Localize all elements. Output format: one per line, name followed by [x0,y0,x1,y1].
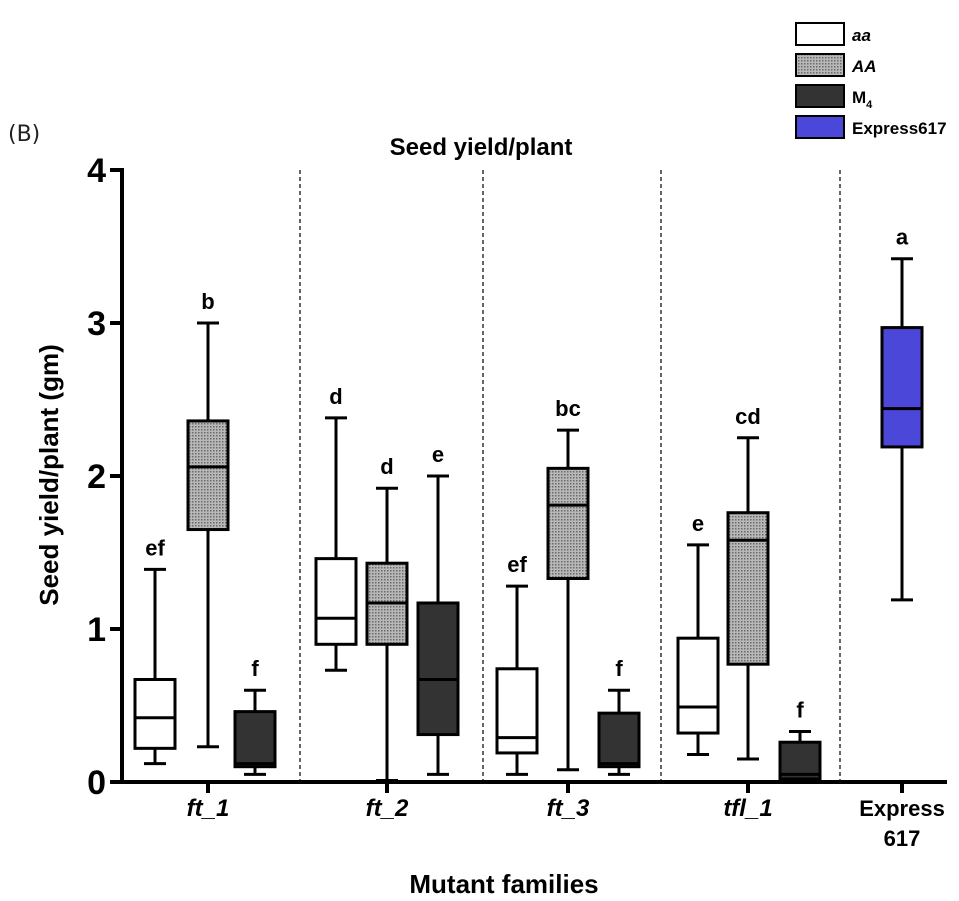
box-iqr [726,511,770,666]
panel-label: (B) [8,122,41,147]
significance-label: b [201,289,214,314]
legend-label: M4 [852,88,873,111]
box-M4: e [416,442,460,776]
significance-label: e [432,442,444,467]
significance-label: d [380,454,393,479]
box-aa: e [676,511,720,756]
x-tick-label: ft_2 [366,795,409,822]
y-tick-label: 1 [87,611,106,649]
x-tick-label: Express [859,796,945,821]
legend-label: aa [852,26,871,45]
x-tick-label: 617 [884,826,921,851]
legend: aa AA M4 Express617 [795,22,947,139]
significance-label: ef [145,535,165,560]
x-tick-label: tfl_1 [723,795,772,822]
significance-label: a [896,225,909,250]
legend-swatch [795,22,845,46]
significance-label: d [329,384,342,409]
significance-label: f [615,656,623,681]
y-tick-label: 4 [87,152,106,190]
box-AA: cd [726,404,770,761]
box-iqr [546,466,590,581]
box-M4: f [233,656,277,776]
box-Express617: a [880,225,924,602]
y-axis-label: Seed yield/plant (gm) [34,344,64,606]
significance-label: bc [555,396,581,421]
box-M4: f [778,698,822,781]
box-M4: f [597,656,641,776]
legend-label-subscript: 4 [866,99,873,111]
box-iqr [880,326,924,449]
box-AA: bc [546,396,590,772]
legend-swatch [795,53,845,77]
box-aa: d [314,384,358,672]
box-iqr [597,711,641,769]
box-AA: d [365,454,409,782]
significance-label: f [796,698,804,723]
significance-label: cd [735,404,761,429]
box-iqr [186,419,230,532]
box-iqr [133,677,177,750]
legend-label: AA [851,57,877,76]
plot-area: 0 1 2 3 4 ft_1 ef b f ft_2 d d e ft_3 ef bc f tfl_1 e cd f Ex… [87,152,947,851]
legend-swatch [795,115,845,139]
box-iqr [778,740,822,781]
x-axis-label: Mutant families [409,869,598,899]
box-iqr [495,667,539,755]
y-tick-label: 0 [87,764,106,802]
box-iqr [233,710,277,769]
box-iqr [676,636,720,735]
y-tick-label: 3 [87,305,106,343]
y-tick-label: 2 [87,458,106,496]
legend-label: Express617 [852,119,947,138]
box-aa: ef [495,552,539,776]
x-tick-label: ft_3 [547,795,590,822]
box-aa: ef [133,535,177,766]
chart-title: Seed yield/plant [390,134,573,161]
significance-label: e [692,511,704,536]
box-iqr [416,601,460,737]
x-tick-label: ft_1 [187,795,230,822]
box-AA: b [186,289,230,749]
significance-label: ef [507,552,527,577]
legend-swatch [795,84,845,108]
box-iqr [314,557,358,646]
significance-label: f [251,656,259,681]
